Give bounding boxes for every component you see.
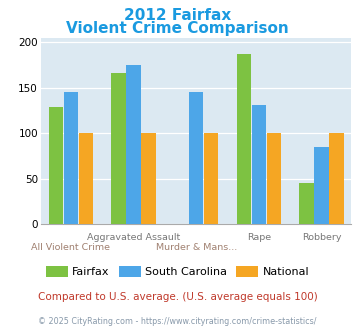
Bar (314, 147, 329, 224)
Bar (299, 182, 313, 224)
Bar (64, 92, 78, 224)
Bar (111, 73, 126, 224)
Legend: Fairfax, South Carolina, National: Fairfax, South Carolina, National (41, 261, 314, 281)
Text: Aggravated Assault: Aggravated Assault (87, 233, 180, 242)
Bar (79, 133, 93, 224)
Bar (189, 92, 203, 224)
Text: Robbery: Robbery (302, 233, 341, 242)
Bar (329, 133, 344, 224)
Bar (237, 54, 251, 224)
Bar (141, 133, 155, 224)
Bar (49, 107, 63, 224)
Text: Compared to U.S. average. (U.S. average equals 100): Compared to U.S. average. (U.S. average … (38, 292, 317, 302)
Bar (267, 133, 281, 224)
Text: Violent Crime Comparison: Violent Crime Comparison (66, 21, 289, 36)
Text: Rape: Rape (247, 233, 271, 242)
Text: All Violent Crime: All Violent Crime (31, 243, 110, 252)
Text: © 2025 CityRating.com - https://www.cityrating.com/crime-statistics/: © 2025 CityRating.com - https://www.city… (38, 317, 317, 326)
Text: Murder & Mans...: Murder & Mans... (155, 243, 237, 252)
Text: 2012 Fairfax: 2012 Fairfax (124, 8, 231, 23)
Bar (126, 65, 141, 224)
Bar (252, 105, 266, 224)
Bar (204, 133, 218, 224)
